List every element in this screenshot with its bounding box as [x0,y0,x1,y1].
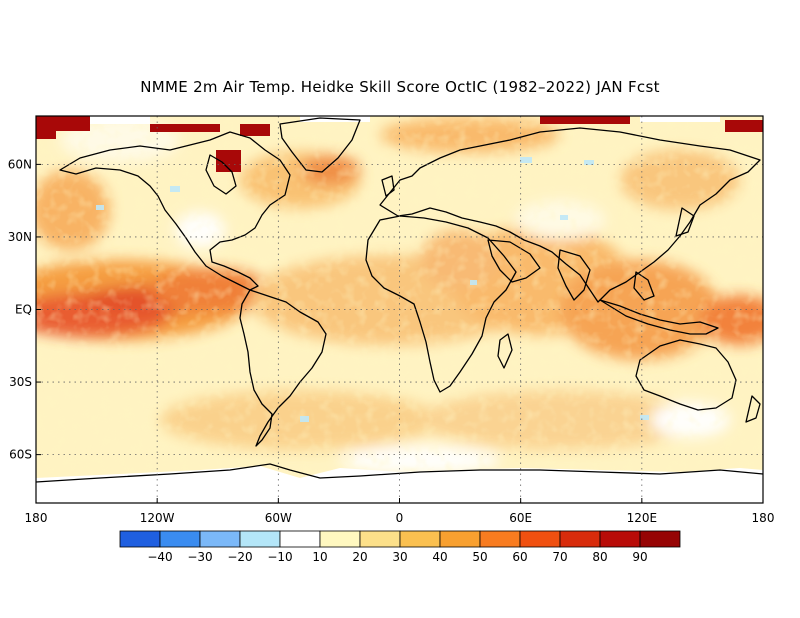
colorbar-swatch [279,530,321,548]
lon-tick-label: 180 [25,511,48,525]
africa-coast [365,215,517,393]
colorbar-swatch [479,530,521,548]
antarctica-coast [36,463,763,483]
colorbar-label: 40 [432,550,447,564]
colorbar-swatch [519,530,561,548]
colorbar-swatch [559,530,601,548]
lon-tick-label: 60E [509,511,532,525]
lon-tick-label: 180 [752,511,775,525]
south-america-coast [239,289,327,447]
colorbar-label: 90 [632,550,647,564]
colorbar-swatch [199,530,241,548]
colorbar-swatch [159,530,201,548]
colorbar-label: 80 [592,550,607,564]
colorbar-label: 50 [472,550,487,564]
map-title: NMME 2m Air Temp. Heidke Skill Score Oct… [140,78,660,96]
greenland-coast [279,117,361,173]
north-america-coast [59,131,291,291]
australia-coast [635,339,737,411]
axis-ticks: 60N 30N EQ 30S 60S 180 120W 60W 0 60E 120E 180 [8,157,775,525]
colorbar-swatch [359,530,401,548]
colorbar-swatch [439,530,481,548]
colorbar-label: −10 [267,550,292,564]
colorbar-swatch [119,530,161,548]
colorbar-label: 60 [512,550,527,564]
colorbar-label: 70 [552,550,567,564]
eurasia-coast [379,127,761,303]
lat-tick-label: 60N [8,157,32,171]
lat-tick-label: 60S [9,448,32,462]
coastlines [36,117,763,483]
lon-tick-label: 0 [396,511,404,525]
lat-tick-label: 30N [8,230,32,244]
lon-tick-label: 120W [140,511,175,525]
colorbar-label: 10 [312,550,327,564]
colorbar-swatch [239,530,281,548]
colorbar-label: −20 [227,550,252,564]
colorbar: −40 −30 −20 −10 10 20 30 40 50 60 70 80 90 [119,530,681,564]
colorbar-label: 30 [392,550,407,564]
colorbar-swatch [639,530,681,548]
colorbar-swatch [399,530,441,548]
colorbar-label: −30 [187,550,212,564]
colorbar-swatch [599,530,641,548]
lon-tick-label: 120E [627,511,658,525]
colorbar-swatch [319,530,361,548]
colorbar-label: 20 [352,550,367,564]
lat-tick-label: EQ [15,303,32,317]
lat-tick-label: 30S [9,375,32,389]
colorbar-label: −40 [147,550,172,564]
lon-tick-label: 60W [265,511,292,525]
